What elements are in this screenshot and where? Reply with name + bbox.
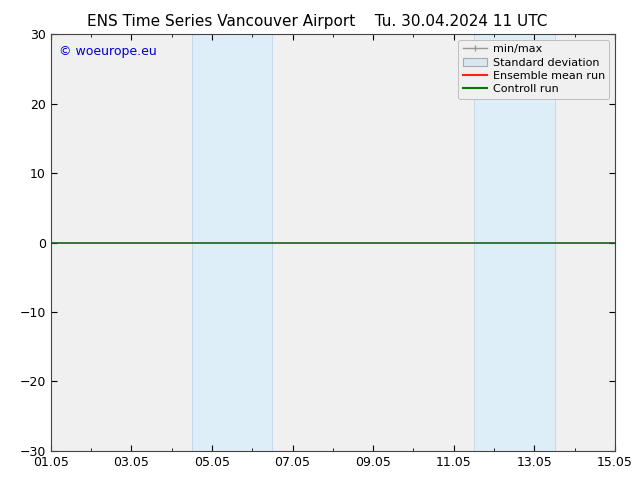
Text: ENS Time Series Vancouver Airport    Tu. 30.04.2024 11 UTC: ENS Time Series Vancouver Airport Tu. 30…	[87, 14, 547, 29]
Legend: min/max, Standard deviation, Ensemble mean run, Controll run: min/max, Standard deviation, Ensemble me…	[458, 40, 609, 99]
Bar	[474, 34, 555, 451]
Text: © woeurope.eu: © woeurope.eu	[59, 45, 157, 58]
Bar	[191, 34, 273, 451]
